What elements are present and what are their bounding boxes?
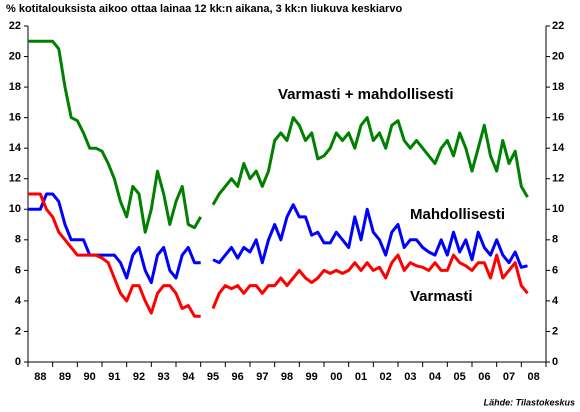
y-tick-label: 16 [9, 112, 21, 124]
y2-tick-label: 8 [552, 234, 558, 246]
x-tick-label: 94 [182, 371, 195, 383]
x-tick-label: 00 [330, 371, 342, 383]
y2-tick-label: 18 [552, 81, 564, 93]
y2-tick-label: 12 [552, 173, 564, 185]
y-tick-label: 4 [15, 295, 22, 307]
y-tick-label: 2 [15, 325, 21, 337]
y2-tick-label: 6 [552, 264, 558, 276]
series-label: Varmasti [410, 288, 473, 305]
x-tick-label: 01 [355, 371, 367, 383]
y2-tick-label: 14 [552, 142, 565, 154]
y2-tick-label: 2 [552, 325, 558, 337]
y2-tick-label: 4 [552, 295, 559, 307]
series-line [28, 192, 529, 318]
x-tick-label: 02 [380, 371, 392, 383]
y2-tick-label: 0 [552, 356, 558, 368]
y-tick-label: 8 [15, 234, 21, 246]
series-label: Varmasti + mahdollisesti [278, 86, 454, 103]
x-tick-label: 90 [84, 371, 96, 383]
y2-tick-label: 20 [552, 50, 564, 62]
x-tick-label: 89 [59, 371, 71, 383]
y2-tick-label: 10 [552, 203, 564, 215]
chart-title: % kotitalouksista aikoo ottaa lainaa 12 … [6, 3, 402, 15]
x-tick-label: 97 [256, 371, 268, 383]
source: Lähde: Tilastokeskus [484, 397, 575, 407]
x-tick-label: 98 [281, 371, 293, 383]
x-tick-label: 99 [306, 371, 318, 383]
x-tick-label: 03 [404, 371, 416, 383]
x-tick-label: 93 [158, 371, 170, 383]
series-label: Mahdollisesti [410, 206, 505, 223]
series-line [28, 192, 528, 285]
x-tick-label: 08 [528, 371, 540, 383]
y2-tick-label: 22 [552, 20, 564, 32]
y-tick-label: 18 [9, 81, 21, 93]
y-tick-label: 6 [15, 264, 21, 276]
x-tick-label: 91 [108, 371, 120, 383]
x-tick-label: 06 [478, 371, 490, 383]
y-tick-label: 12 [9, 173, 21, 185]
x-tick-label: 88 [34, 371, 46, 383]
x-tick-label: 04 [429, 371, 442, 383]
x-tick-label: 96 [232, 371, 244, 383]
y-tick-label: 14 [9, 142, 22, 154]
x-tick-label: 92 [133, 371, 145, 383]
x-tick-label: 07 [503, 371, 515, 383]
y-tick-label: 22 [9, 20, 21, 32]
y-tick-label: 10 [9, 203, 21, 215]
y2-tick-label: 16 [552, 112, 564, 124]
x-tick-label: 95 [207, 371, 219, 383]
y-tick-label: 20 [9, 50, 21, 62]
series-line [28, 39, 529, 234]
x-tick-label: 05 [454, 371, 466, 383]
y-tick-label: 0 [15, 356, 21, 368]
